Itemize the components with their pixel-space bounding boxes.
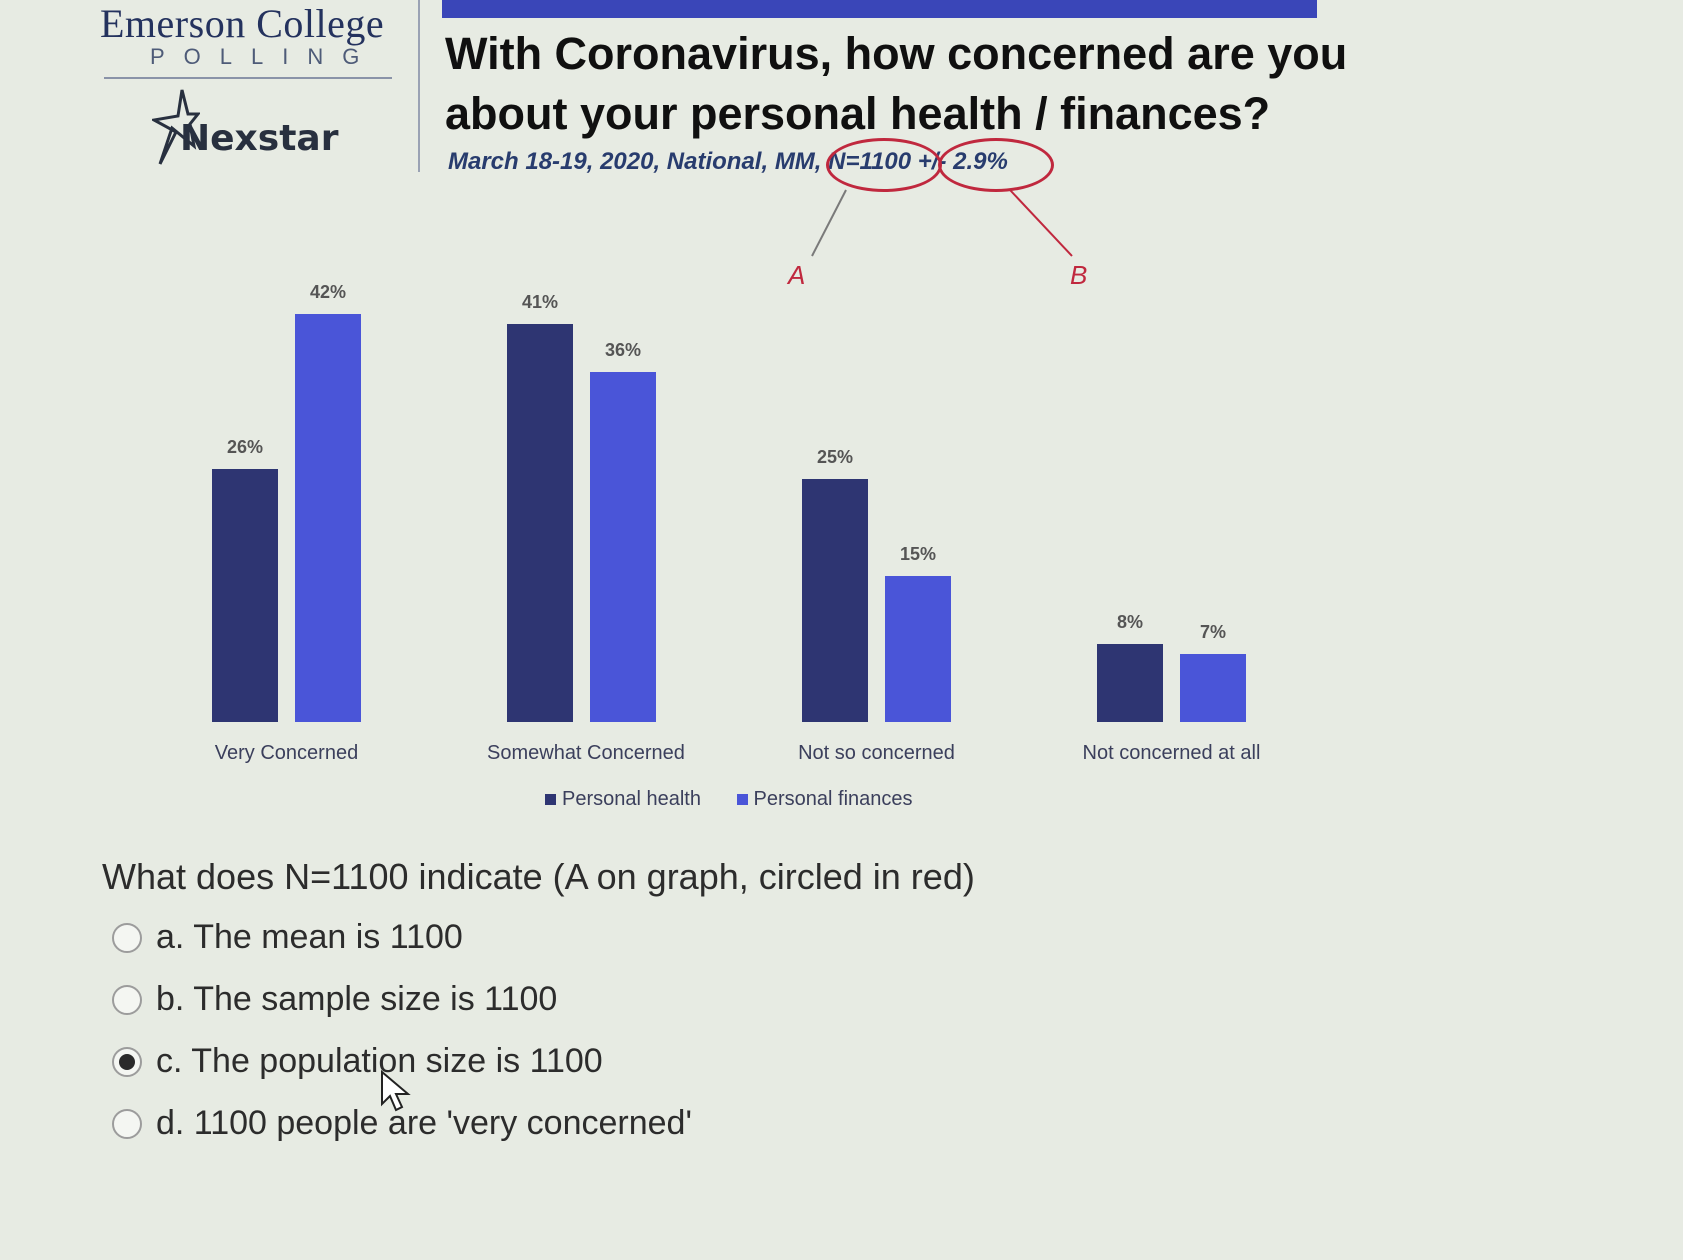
legend-swatch-personal-health (545, 794, 556, 806)
option-b-label[interactable]: b. The sample size is 1100 (156, 980, 558, 1018)
category-label-0: Very Concerned (214, 742, 359, 764)
option-a-label[interactable]: a. The mean is 1100 (156, 918, 463, 956)
annotation-lines (811, 189, 1073, 257)
question-text: What does N=1100 indicate (A on graph, c… (102, 856, 975, 897)
data-label-health-2: 25% (816, 447, 854, 467)
data-label-finances-1: 36% (604, 340, 642, 360)
data-label-finances-2: 15% (899, 544, 937, 564)
data-label-finances-3: 7% (1199, 622, 1226, 642)
header-banner (442, 0, 1317, 18)
option-a-radio[interactable] (112, 922, 142, 953)
chart-title-line-1: With Coronavirus, how concerned are you (445, 28, 1348, 79)
category-label-1: Somewhat Concerned (487, 742, 685, 764)
option-d-radio[interactable] (112, 1108, 142, 1139)
polling-logo-text: POLLING (150, 44, 379, 69)
option-b[interactable]: b. The sample size is 1100 (112, 980, 557, 1019)
bar-finances-0 (295, 314, 361, 722)
data-label-health-3: 8% (1116, 612, 1143, 632)
annotation-label-a: A (788, 260, 806, 290)
legend-label-personal-finances: Personal finances (753, 788, 913, 810)
nexstar-logo: Nexstar (180, 118, 339, 159)
logo-divider (104, 77, 392, 79)
legend-swatch-personal-finances (736, 794, 748, 806)
bar-health-3 (1097, 644, 1163, 722)
category-label-2: Not so concerned (798, 742, 955, 764)
option-c-label[interactable]: c. The population size is 1100 (156, 1042, 603, 1080)
chart-title-line-2: about your personal health / finances? (445, 88, 1271, 139)
bar-health-0 (212, 469, 278, 722)
option-c-radio[interactable] (112, 1046, 142, 1077)
bar-finances-3 (1180, 654, 1246, 722)
option-a[interactable]: a. The mean is 1100 (112, 918, 463, 957)
header-divider (418, 0, 420, 172)
option-d-label[interactable]: d. 1100 people are 'very concerned' (156, 1104, 692, 1142)
chart-legend: Personal health Personal finances (545, 788, 913, 811)
option-b-radio[interactable] (112, 984, 142, 1015)
option-c[interactable]: c. The population size is 1100 (112, 1042, 603, 1081)
legend-item-personal-finances: Personal finances (736, 788, 913, 810)
nexstar-star-icon (152, 89, 200, 165)
bar-finances-1 (590, 372, 656, 722)
mouse-cursor-icon (381, 1070, 411, 1112)
legend-item-personal-health: Personal health (545, 788, 707, 810)
option-d[interactable]: d. 1100 people are 'very concerned' (112, 1104, 692, 1143)
data-label-health-1: 41% (521, 292, 559, 312)
annotation-label-b: B (1070, 260, 1088, 290)
data-label-health-0: 26% (226, 437, 264, 457)
data-label-finances-0: 42% (309, 282, 347, 302)
annotation-circle-b (938, 138, 1054, 192)
bar-finances-2 (885, 576, 951, 722)
bar-health-1 (507, 324, 573, 722)
legend-label-personal-health: Personal health (562, 788, 701, 810)
category-label-3: Not concerned at all (1082, 742, 1261, 764)
emerson-college-logo: Emerson College (100, 1, 385, 46)
bar-health-2 (802, 479, 868, 722)
